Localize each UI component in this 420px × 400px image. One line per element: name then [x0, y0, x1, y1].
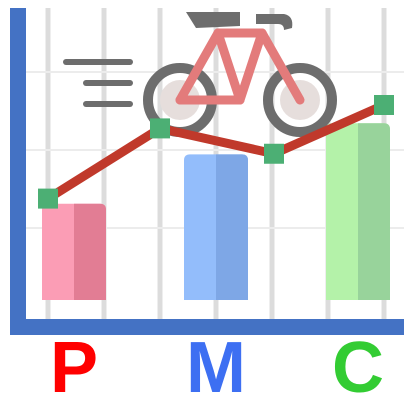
speed-lines-icon	[63, 59, 133, 107]
trend-marker	[374, 95, 394, 115]
trend-marker	[38, 188, 58, 209]
x-axis	[10, 319, 404, 335]
bar-shade-face	[358, 123, 390, 300]
bars-group	[42, 123, 390, 300]
category-label-c: C	[332, 328, 384, 400]
category-label-m: M	[186, 328, 246, 400]
trend-marker	[150, 118, 170, 139]
trend-marker	[264, 143, 284, 164]
bar-shade-face	[216, 154, 248, 300]
category-label-p: P	[50, 328, 98, 400]
trend-line	[43, 100, 389, 204]
bike-handlebar-icon	[256, 14, 293, 30]
front-wheel-icon	[263, 63, 337, 137]
bar-shade-face	[74, 203, 106, 300]
y-axis	[10, 8, 26, 335]
bar-c	[326, 123, 390, 300]
trend-markers	[38, 95, 394, 209]
bar-p	[42, 203, 106, 300]
bar-m	[184, 154, 248, 300]
bike-frame	[175, 28, 305, 105]
bike-seat-icon	[186, 12, 240, 28]
bicycle-icon	[143, 12, 337, 137]
